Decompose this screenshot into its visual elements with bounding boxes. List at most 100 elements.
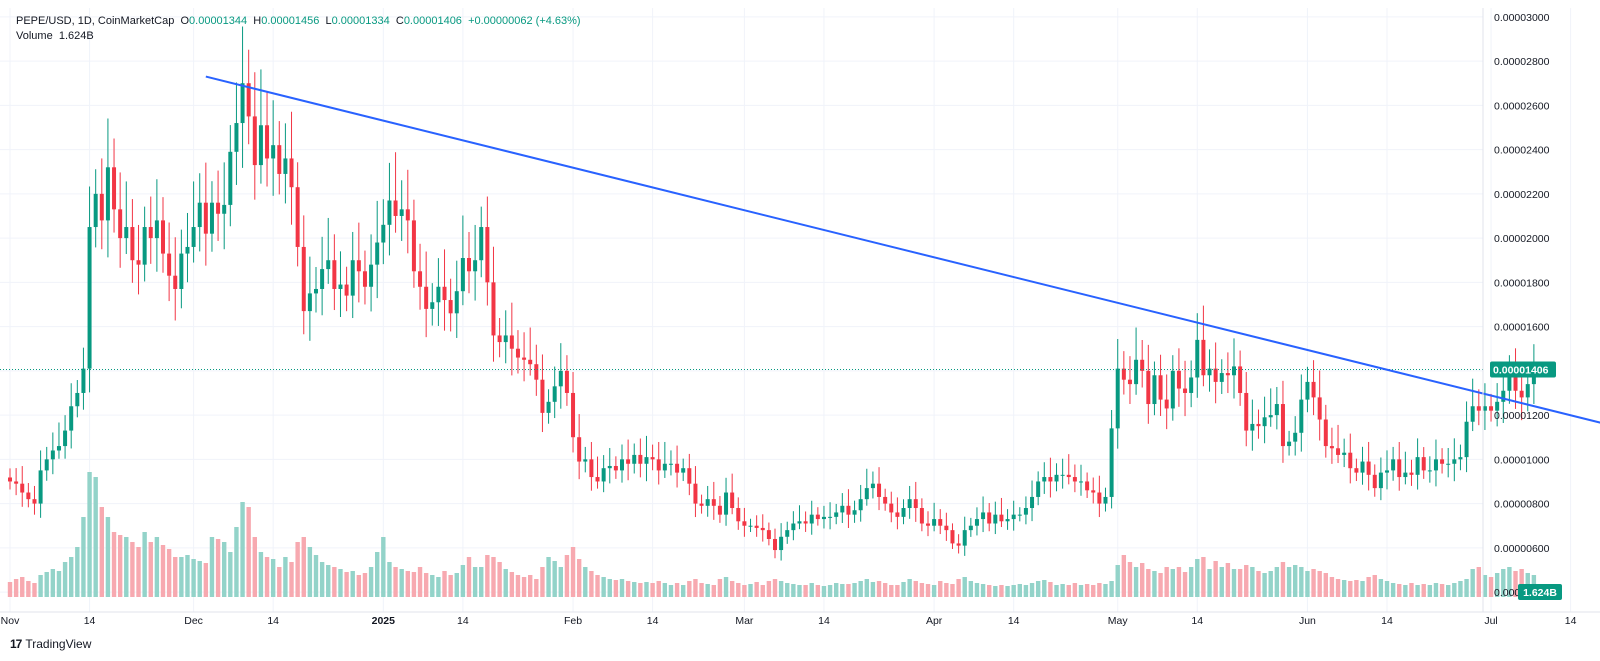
volume-bar: [1299, 567, 1304, 597]
volume-bar: [1360, 581, 1365, 597]
volume-bar: [723, 577, 729, 597]
volume-legend: Volume 1.624B: [16, 28, 94, 44]
volume-label[interactable]: Volume: [16, 30, 53, 42]
volume-bar: [693, 579, 698, 597]
volume-bar: [576, 559, 582, 597]
candle-body: [1372, 474, 1377, 489]
volume-bar: [528, 575, 533, 597]
candle-body: [1158, 375, 1163, 400]
candle-body: [1256, 423, 1261, 427]
candle-body: [1409, 472, 1414, 475]
volume-bar: [142, 532, 147, 597]
volume-bar: [546, 557, 551, 597]
volume-bar: [968, 581, 974, 597]
candle-body: [136, 260, 141, 265]
candle-body: [314, 288, 318, 294]
low-value: 0.00001334: [331, 15, 390, 27]
candle-body: [338, 284, 343, 289]
symbol-title[interactable]: PEPE/USD, 1D, CoinMarketCap: [16, 15, 175, 27]
candle-body: [644, 457, 649, 464]
candle-body: [1195, 339, 1200, 378]
volume-bar: [742, 585, 747, 597]
volume-bar: [191, 559, 196, 597]
candle-body: [1164, 399, 1169, 409]
tradingview-logo-icon: 17: [10, 637, 22, 651]
time-axis[interactable]: Nov 14 Dec 14 2025 14 Feb 14 Mar 14 Apr 14 May 14 Jun 1…: [1, 615, 1600, 627]
candle-body: [1109, 428, 1114, 497]
volume-bar: [1188, 567, 1194, 597]
candle-body: [295, 187, 300, 247]
volume-bar: [803, 585, 808, 597]
price-tick-label: 0.00002400: [1494, 145, 1550, 157]
candle-body: [56, 446, 61, 451]
volume-bar: [1470, 569, 1475, 597]
candle-body: [99, 193, 104, 221]
volume-bar: [1262, 573, 1267, 597]
volume-bar: [1513, 571, 1518, 597]
time-tick-label: 14: [1008, 615, 1020, 627]
candle-body: [687, 468, 692, 484]
candle-body: [1152, 375, 1157, 405]
candle-body: [69, 406, 74, 431]
volume-bar: [375, 552, 380, 597]
volume-bar: [864, 579, 869, 597]
volume-bar: [338, 569, 343, 597]
candle-body: [1378, 472, 1383, 489]
candle-body: [1360, 461, 1365, 473]
volume-bar: [179, 557, 184, 597]
candle-body: [1458, 457, 1463, 460]
volume-bar: [993, 586, 998, 597]
trendline[interactable]: [205, 75, 1600, 435]
candle-body: [1140, 359, 1145, 371]
volume-bar: [1409, 583, 1414, 597]
tradingview-logo[interactable]: 17 TradingView: [10, 637, 91, 651]
candle-body: [1397, 459, 1402, 478]
candle-body: [620, 459, 624, 471]
volume-bar: [1446, 585, 1451, 597]
candle-body: [1280, 404, 1285, 447]
volume-bar: [368, 567, 374, 597]
volume-bar: [638, 583, 643, 597]
volume-bar: [729, 581, 735, 597]
candle-body: [528, 359, 533, 365]
volume-bar: [93, 477, 98, 597]
volume-bar: [595, 575, 600, 597]
candle-body: [834, 512, 839, 517]
volume-bar: [1397, 584, 1402, 597]
volume-bar: [264, 557, 270, 597]
volume-bar: [1219, 567, 1224, 597]
candle-body: [277, 145, 282, 174]
candle-body: [418, 271, 423, 287]
volume-bar: [1403, 585, 1408, 597]
candle-body: [546, 401, 551, 413]
candle-body: [736, 508, 741, 522]
candle-body: [1403, 472, 1408, 478]
candle-body: [393, 200, 398, 216]
volume-bar: [1170, 569, 1175, 597]
candle-body: [1146, 370, 1151, 405]
candle-body: [44, 459, 49, 471]
candle-body: [840, 505, 845, 513]
candle-body: [411, 220, 416, 272]
candle-body: [1329, 446, 1334, 449]
candle-body: [1366, 461, 1371, 475]
candle-body: [515, 348, 520, 358]
volume-bar: [1286, 567, 1292, 597]
candle-body: [803, 521, 808, 524]
volume-bar: [827, 585, 833, 597]
close-value: 0.00001406: [403, 15, 462, 27]
candle-body: [271, 145, 276, 159]
candle-body: [460, 258, 465, 292]
candle-body: [167, 253, 172, 276]
volume-bar: [1195, 559, 1200, 597]
candle-body: [105, 167, 110, 221]
candle-body: [1348, 452, 1353, 469]
candle-body: [932, 519, 937, 526]
candle-body: [1225, 373, 1230, 376]
volume-bar: [674, 583, 680, 597]
candle-body: [1501, 390, 1506, 402]
volume-bar: [1005, 586, 1010, 597]
time-tick-label: 14: [818, 615, 830, 627]
